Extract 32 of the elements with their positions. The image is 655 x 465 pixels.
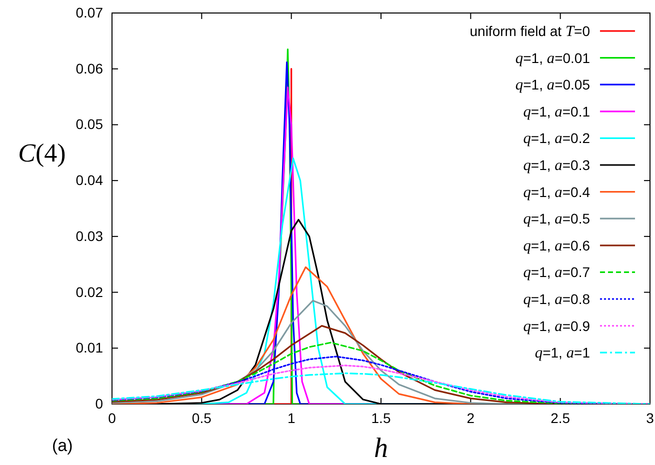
legend-label: q=1, a=0.1 xyxy=(523,103,590,120)
legend-label: q=1, a=0.9 xyxy=(523,318,590,335)
line-series xyxy=(112,364,650,404)
x-axis-title: h xyxy=(374,433,388,464)
y-tick-label: 0.07 xyxy=(76,4,104,20)
legend-label: q=1, a=0.8 xyxy=(523,291,590,308)
legend-label: q=1, a=0.3 xyxy=(523,157,590,174)
legend-label: q=1, a=0.4 xyxy=(523,184,590,201)
legend-label: uniform field at T=0 xyxy=(470,23,590,40)
x-tick-label: 0.5 xyxy=(192,410,212,426)
legend-label: q=1, a=0.01 xyxy=(515,50,590,67)
y-tick-label: 0.04 xyxy=(76,172,104,188)
y-tick-label: 0.01 xyxy=(76,340,104,356)
legend-label: q=1, a=0.05 xyxy=(515,76,590,94)
x-tick-label: 2 xyxy=(466,410,475,426)
legend-label: q=1, a=0.6 xyxy=(523,237,590,254)
x-tick-label: 1.5 xyxy=(371,410,391,426)
y-tick-label: 0.05 xyxy=(76,116,104,132)
legend-label: q=1, a=0.5 xyxy=(523,210,590,228)
x-tick-label: 0 xyxy=(108,410,116,426)
y-tick-label: 0.06 xyxy=(76,60,104,76)
y-tick-label: 0 xyxy=(95,395,104,412)
y-tick-label: 0.02 xyxy=(76,284,104,300)
x-tick-label: 3 xyxy=(646,410,654,426)
legend-label: q=1, a=1 xyxy=(534,344,590,362)
text: (a) xyxy=(52,436,73,455)
legend-label: q=1, a=0.2 xyxy=(523,130,590,148)
y-tick-label: 0.03 xyxy=(76,228,104,244)
legend-label: q=1, a=0.7 xyxy=(523,264,590,282)
x-tick-label: 1 xyxy=(287,410,296,426)
y-axis-title: C(4) xyxy=(18,138,66,168)
x-tick-label: 2.5 xyxy=(550,410,570,426)
